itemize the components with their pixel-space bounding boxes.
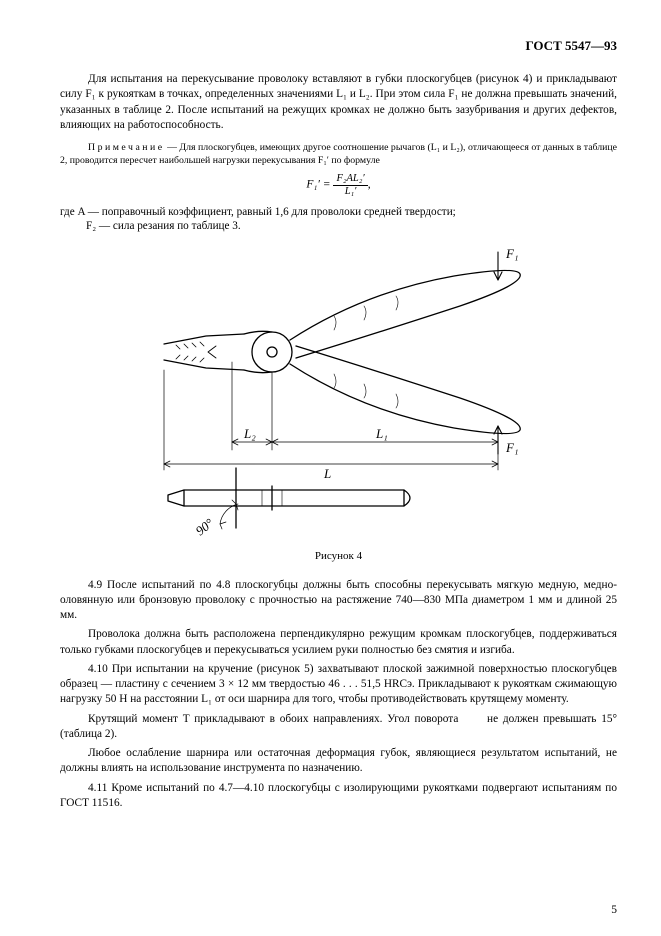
para-4-11: 4.11 Кроме испытаний по 4.7—4.10 плоског… [60,781,617,812]
page-number: 5 [611,904,617,916]
label-l1: L₁ [375,426,388,441]
where-line-f2: F₂ — сила резания по таблице 3. [60,220,617,232]
para-4-10: 4.10 При испытании на кручение (рисунок … [60,662,617,708]
para-4-10c: Любое ослабление шарнира или остаточная … [60,746,617,777]
label-90deg: 90° [192,515,216,538]
para-4-9b: Проволока должна быть расположена перпен… [60,627,617,658]
note-label: Примечание [88,142,165,153]
para-intro: Для испытания на перекусывание проволоку… [60,72,617,133]
para-4-9: 4.9 После испытаний по 4.8 плоскогубцы д… [60,578,617,624]
formula-denominator: L₁′ [333,186,367,198]
page-root: ГОСТ 5547—93 Для испытания на перекусыва… [0,0,661,936]
para-4-10b: Крутящий момент T прикладывают в обоих н… [60,712,617,743]
label-l: L [323,466,331,481]
note-paragraph: Примечание — Для плоскогубцев, имеющих д… [60,141,617,167]
formula-numerator: F₂AL₂′ [333,173,367,186]
label-f1-top: F₁ [505,246,518,261]
where-line-a: где A — поправочный коэффициент, равный … [60,206,617,218]
formula-fraction: F₂AL₂′ L₁′ [333,173,367,197]
figure-caption: Рисунок 4 [60,550,617,562]
formula: F₁′ = F₂AL₂′ L₁′ , [60,173,617,197]
label-l2: L₂ [243,426,256,441]
figure-4: F₁ F₁ L₂ L₁ L 90° [60,240,617,540]
para-4-10b-a: Крутящий момент T прикладывают в обоих н… [88,713,463,725]
formula-comma: , [368,179,371,191]
formula-lhs: F₁′ = [306,179,333,191]
label-f1-bot: F₁ [505,440,518,455]
pliers-diagram-svg: F₁ F₁ L₂ L₁ L 90° [124,240,554,540]
standard-header: ГОСТ 5547—93 [60,38,617,54]
